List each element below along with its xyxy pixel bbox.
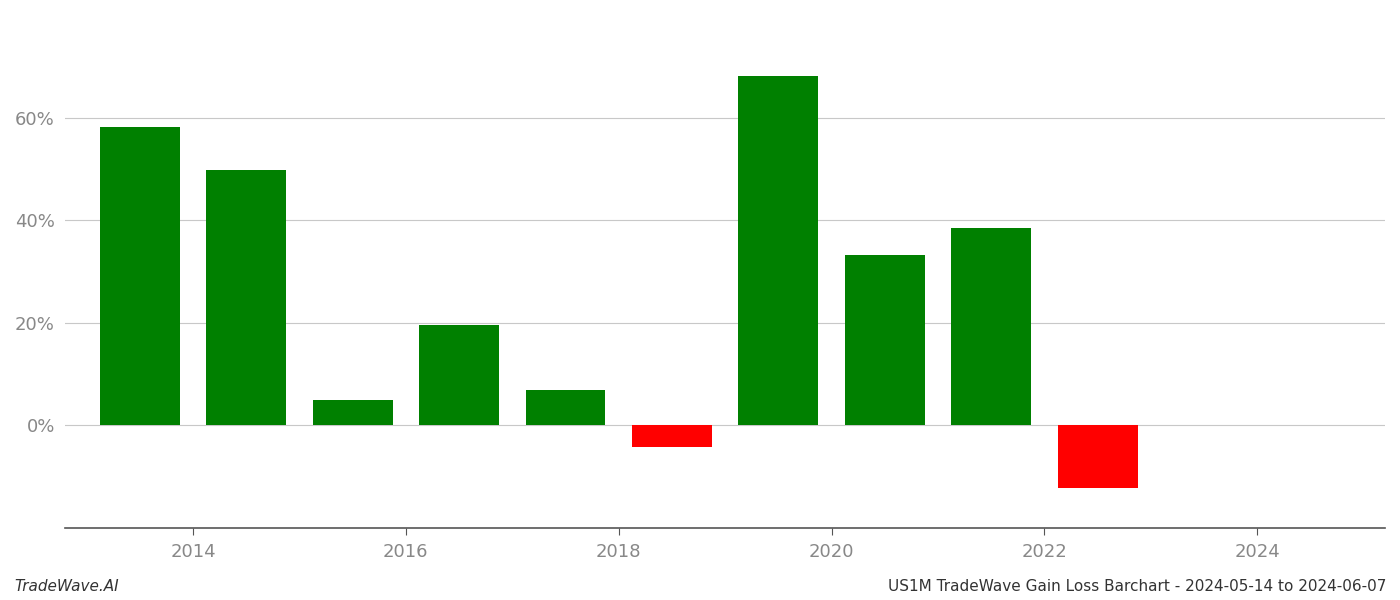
Bar (738, 76, 818, 425)
Bar (844, 255, 924, 425)
Bar (631, 425, 711, 447)
Text: US1M TradeWave Gain Loss Barchart - 2024-05-14 to 2024-06-07: US1M TradeWave Gain Loss Barchart - 2024… (888, 579, 1386, 594)
Bar (419, 325, 498, 425)
Bar (1058, 425, 1138, 488)
Text: TradeWave.AI: TradeWave.AI (14, 579, 119, 594)
Bar (952, 228, 1032, 425)
Bar (99, 127, 179, 425)
Bar (525, 391, 605, 425)
Bar (206, 170, 286, 425)
Bar (312, 400, 392, 425)
